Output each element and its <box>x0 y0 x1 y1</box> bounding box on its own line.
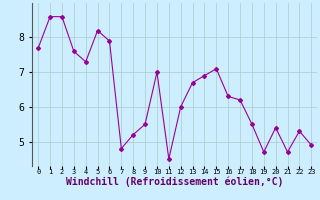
X-axis label: Windchill (Refroidissement éolien,°C): Windchill (Refroidissement éolien,°C) <box>66 177 284 187</box>
